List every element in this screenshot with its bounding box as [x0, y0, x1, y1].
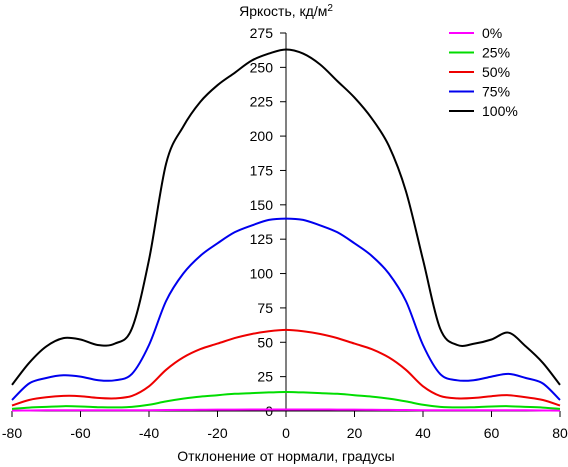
x-axis-title: Отклонение от нормали, градусы — [177, 448, 394, 464]
legend-label-4: 75% — [482, 84, 510, 100]
x-tick-label: -40 — [139, 425, 159, 441]
y-axis-title: Яркость, кд/м2 — [239, 3, 333, 19]
x-tick-label: -60 — [70, 425, 90, 441]
y-axis-title-main: Яркость, кд/м — [239, 3, 327, 19]
series-line-4 — [11, 217, 561, 401]
y-tick-label: 75 — [257, 300, 273, 316]
legend-label-5: 100% — [482, 103, 518, 119]
series-line-5 — [11, 48, 561, 386]
x-tick-label: 80 — [552, 425, 568, 441]
x-tick-label: -20 — [207, 425, 227, 441]
y-tick-label: 200 — [250, 128, 274, 144]
y-tick-label: 225 — [250, 94, 274, 110]
series-line-2 — [11, 391, 561, 410]
y-tick-label: 275 — [250, 25, 274, 41]
legend-label-1: 0% — [482, 25, 502, 41]
series-line-1 — [11, 408, 561, 412]
y-tick-label: 125 — [250, 231, 274, 247]
x-tick-label: 40 — [415, 425, 431, 441]
legend-label-3: 50% — [482, 64, 510, 80]
x-tick-label: 0 — [282, 425, 290, 441]
legend: 0% 25% 50% 75% 100% — [449, 25, 518, 119]
y-axis-title-superscript: 2 — [327, 3, 333, 14]
y-tick-label: 100 — [250, 266, 274, 282]
y-tick-label: 25 — [257, 369, 273, 385]
y-tick-label: 250 — [250, 59, 274, 75]
series-line-3 — [11, 328, 561, 407]
plot-area: -80 -60 -40 -20 0 20 40 60 80 0 25 50 75 100 125 150 175… — [2, 25, 568, 441]
y-tick-label: 175 — [250, 162, 274, 178]
x-tick-label: 60 — [484, 425, 500, 441]
y-tick-label: 150 — [250, 197, 274, 213]
x-tick-label: -80 — [2, 425, 22, 441]
y-tick-label: 50 — [257, 334, 273, 350]
y-tick-label: 0 — [265, 403, 273, 419]
x-tick-label: 20 — [347, 425, 363, 441]
legend-label-2: 25% — [482, 45, 510, 61]
